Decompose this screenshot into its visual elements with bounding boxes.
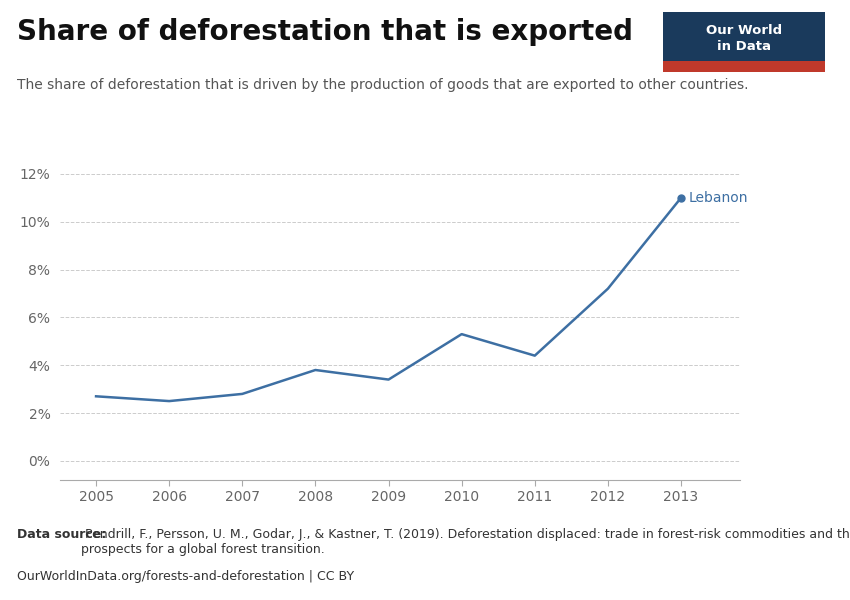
Text: Data source:: Data source: <box>17 528 106 541</box>
Text: in Data: in Data <box>717 40 771 53</box>
Text: Lebanon: Lebanon <box>688 191 748 205</box>
Bar <box>663 61 824 72</box>
Text: Pendrill, F., Persson, U. M., Godar, J., & Kastner, T. (2019). Deforestation dis: Pendrill, F., Persson, U. M., Godar, J.,… <box>81 528 850 556</box>
Text: Share of deforestation that is exported: Share of deforestation that is exported <box>17 18 633 46</box>
Text: The share of deforestation that is driven by the production of goods that are ex: The share of deforestation that is drive… <box>17 78 749 92</box>
Bar <box>663 12 824 61</box>
Text: Our World: Our World <box>706 23 782 37</box>
Text: OurWorldInData.org/forests-and-deforestation | CC BY: OurWorldInData.org/forests-and-deforesta… <box>17 570 354 583</box>
